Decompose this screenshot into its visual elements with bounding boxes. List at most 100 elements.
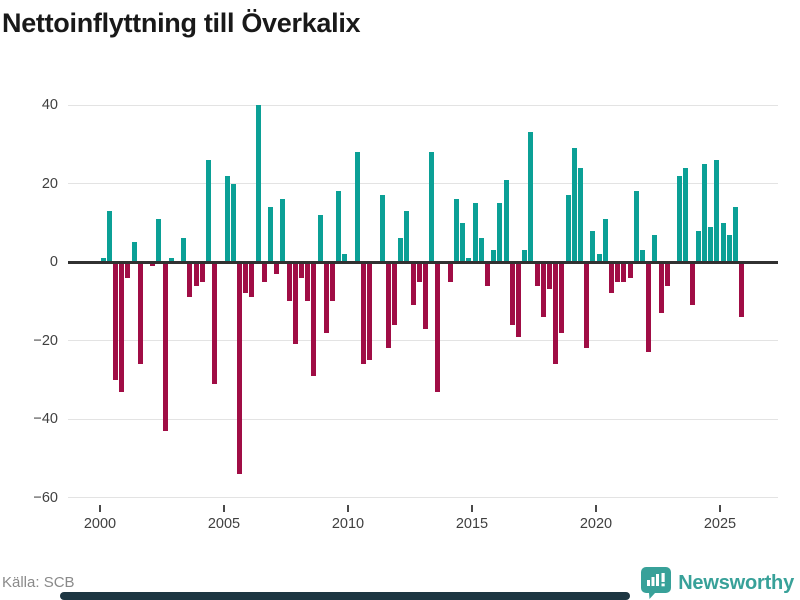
bar-2015-q4[interactable] bbox=[491, 250, 497, 262]
bar-2015-q3[interactable] bbox=[485, 262, 490, 286]
bar-2013-q1[interactable] bbox=[423, 262, 428, 329]
bar-2015-q1[interactable] bbox=[472, 203, 478, 262]
bar-2006-q3[interactable] bbox=[261, 262, 267, 282]
newsworthy-logo[interactable]: Newsworthy bbox=[641, 567, 794, 599]
x-axis-label: 2010 bbox=[331, 516, 365, 532]
bar-2000-q2[interactable] bbox=[106, 210, 112, 262]
bar-2021-q1[interactable] bbox=[621, 262, 627, 282]
bar-2019-q2[interactable] bbox=[578, 167, 583, 262]
bar-2016-q1[interactable] bbox=[497, 203, 503, 262]
bar-2025-q1[interactable] bbox=[720, 222, 726, 262]
bar-2016-q3[interactable] bbox=[509, 262, 515, 325]
bar-2023-q3[interactable] bbox=[683, 167, 689, 262]
bar-2012-q3[interactable] bbox=[410, 262, 416, 306]
bar-2000-q4[interactable] bbox=[119, 262, 125, 392]
bar-2007-q1[interactable] bbox=[274, 262, 280, 274]
bar-2003-q2[interactable] bbox=[181, 238, 187, 262]
bar-2012-q4[interactable] bbox=[416, 262, 422, 282]
bar-2006-q2[interactable] bbox=[255, 105, 261, 262]
bar-2016-q4[interactable] bbox=[516, 262, 521, 337]
bar-2010-q3[interactable] bbox=[361, 262, 366, 365]
bar-2025-q3[interactable] bbox=[733, 207, 738, 262]
bar-2005-q4[interactable] bbox=[243, 262, 249, 294]
bar-2010-q4[interactable] bbox=[367, 262, 373, 361]
bar-2017-q1[interactable] bbox=[522, 250, 528, 262]
bar-2013-q2[interactable] bbox=[429, 152, 435, 262]
bar-2008-q1[interactable] bbox=[299, 262, 304, 278]
bar-2018-q3[interactable] bbox=[559, 262, 565, 333]
bar-2024-q4[interactable] bbox=[714, 159, 720, 262]
bar-2014-q4[interactable] bbox=[466, 258, 472, 262]
bar-2002-q1[interactable] bbox=[150, 262, 156, 266]
bar-2023-q4[interactable] bbox=[689, 262, 695, 306]
bar-2024-q3[interactable] bbox=[708, 226, 714, 262]
bar-2010-q2[interactable] bbox=[354, 152, 360, 262]
bar-2018-q4[interactable] bbox=[565, 195, 571, 262]
horizontal-scrollbar-thumb[interactable] bbox=[60, 592, 630, 600]
bar-2002-q3[interactable] bbox=[162, 262, 168, 431]
bar-2020-q3[interactable] bbox=[609, 262, 614, 294]
bar-2000-q3[interactable] bbox=[113, 262, 118, 380]
bar-2005-q3[interactable] bbox=[237, 262, 242, 474]
bar-2021-q2[interactable] bbox=[627, 262, 633, 278]
bar-2018-q1[interactable] bbox=[547, 262, 552, 290]
bar-2002-q4[interactable] bbox=[168, 258, 174, 262]
bar-2006-q4[interactable] bbox=[268, 207, 273, 262]
bar-2022-q4[interactable] bbox=[664, 262, 670, 286]
bar-2024-q2[interactable] bbox=[702, 163, 707, 262]
bar-2005-q2[interactable] bbox=[230, 183, 236, 262]
bar-2018-q2[interactable] bbox=[553, 262, 559, 365]
bar-2009-q1[interactable] bbox=[323, 262, 329, 333]
bar-2000-q1[interactable] bbox=[100, 258, 106, 262]
bar-2008-q3[interactable] bbox=[311, 262, 317, 376]
bar-2016-q2[interactable] bbox=[503, 179, 509, 262]
bar-2003-q4[interactable] bbox=[193, 262, 199, 286]
bar-2001-q3[interactable] bbox=[137, 262, 143, 365]
bar-2001-q2[interactable] bbox=[131, 242, 137, 262]
bar-2024-q1[interactable] bbox=[695, 230, 701, 262]
bar-2011-q2[interactable] bbox=[379, 195, 385, 262]
bar-2012-q2[interactable] bbox=[404, 210, 410, 262]
bar-2019-q4[interactable] bbox=[590, 230, 596, 262]
bar-2014-q3[interactable] bbox=[460, 222, 466, 262]
bar-2009-q3[interactable] bbox=[336, 191, 342, 262]
bar-2017-q2[interactable] bbox=[528, 132, 534, 262]
bar-2012-q1[interactable] bbox=[398, 238, 404, 262]
bar-2003-q3[interactable] bbox=[187, 262, 193, 298]
bar-2014-q2[interactable] bbox=[454, 199, 459, 262]
bar-2022-q1[interactable] bbox=[646, 262, 652, 353]
bar-2007-q3[interactable] bbox=[286, 262, 292, 302]
bar-2011-q4[interactable] bbox=[392, 262, 397, 325]
bar-2014-q1[interactable] bbox=[447, 262, 453, 282]
bar-2025-q2[interactable] bbox=[726, 234, 732, 262]
bar-2021-q3[interactable] bbox=[633, 191, 639, 262]
bar-2011-q3[interactable] bbox=[385, 262, 391, 349]
bar-2007-q4[interactable] bbox=[292, 262, 298, 345]
bar-2015-q2[interactable] bbox=[478, 238, 484, 262]
bar-2019-q3[interactable] bbox=[584, 262, 590, 349]
bar-2004-q2[interactable] bbox=[206, 159, 211, 262]
bar-2009-q4[interactable] bbox=[342, 254, 348, 262]
bar-2006-q1[interactable] bbox=[249, 262, 255, 298]
bar-2022-q2[interactable] bbox=[652, 234, 658, 262]
bar-2005-q1[interactable] bbox=[224, 175, 230, 262]
bar-2002-q2[interactable] bbox=[156, 218, 162, 262]
bar-2023-q2[interactable] bbox=[677, 175, 683, 262]
bar-2008-q2[interactable] bbox=[305, 262, 311, 302]
bar-2022-q3[interactable] bbox=[658, 262, 664, 314]
bar-2025-q4[interactable] bbox=[739, 262, 745, 317]
bar-2001-q1[interactable] bbox=[125, 262, 131, 278]
bar-2009-q2[interactable] bbox=[330, 262, 335, 302]
bar-2007-q2[interactable] bbox=[280, 199, 286, 262]
bar-2019-q1[interactable] bbox=[571, 148, 577, 262]
bar-2020-q4[interactable] bbox=[615, 262, 621, 282]
bar-2004-q1[interactable] bbox=[199, 262, 205, 282]
bar-2017-q3[interactable] bbox=[534, 262, 540, 286]
bar-2020-q2[interactable] bbox=[602, 218, 608, 262]
bar-2017-q4[interactable] bbox=[540, 262, 546, 317]
bar-2008-q4[interactable] bbox=[317, 214, 323, 262]
bar-2021-q4[interactable] bbox=[640, 250, 645, 262]
bar-2013-q3[interactable] bbox=[435, 262, 441, 392]
bar-2004-q3[interactable] bbox=[212, 262, 218, 384]
bar-2020-q1[interactable] bbox=[596, 254, 602, 262]
